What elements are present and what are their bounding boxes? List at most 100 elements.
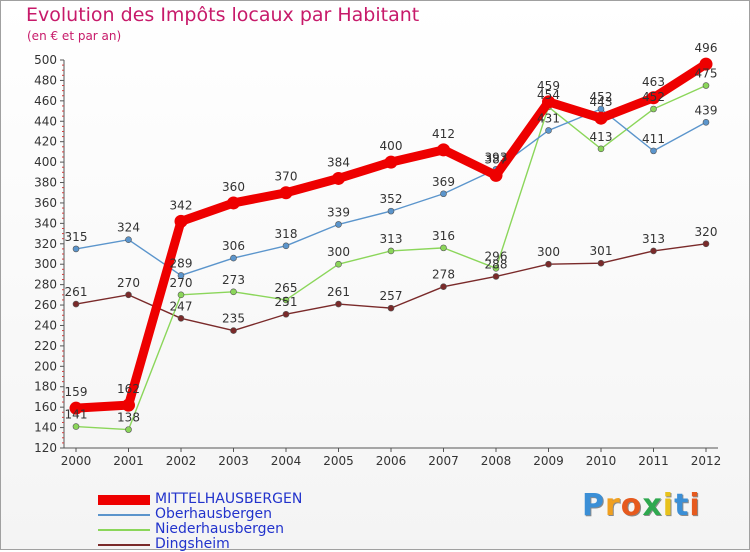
legend-swatch bbox=[98, 495, 150, 505]
data-point bbox=[702, 118, 710, 126]
data-point bbox=[545, 127, 552, 134]
data-label: 289 bbox=[170, 256, 193, 270]
data-label: 463 bbox=[642, 75, 665, 89]
y-tick-label: 400 bbox=[34, 155, 57, 169]
data-label: 270 bbox=[170, 276, 193, 290]
data-point bbox=[279, 186, 293, 200]
data-point bbox=[335, 300, 342, 308]
data-label: 278 bbox=[432, 268, 455, 282]
y-tick-label: 300 bbox=[34, 257, 57, 271]
data-point bbox=[597, 145, 605, 153]
series-layer bbox=[69, 57, 713, 433]
data-point bbox=[125, 291, 132, 299]
data-point bbox=[437, 143, 450, 157]
data-label: 411 bbox=[642, 132, 665, 146]
data-label: 320 bbox=[695, 225, 718, 239]
data-point bbox=[177, 315, 185, 322]
data-point bbox=[69, 401, 83, 415]
data-label: 387 bbox=[485, 152, 508, 166]
y-tick-label: 180 bbox=[34, 380, 57, 394]
y-tick-label: 160 bbox=[34, 400, 57, 414]
x-tick-label: 2005 bbox=[323, 454, 354, 468]
proxiti-logo: Proxiti bbox=[582, 488, 701, 523]
data-point bbox=[230, 327, 237, 334]
axes: 120 140 160 180 200 220 240 260 280 300 320 340 360 3… bbox=[34, 53, 721, 468]
y-tick-label: 380 bbox=[34, 176, 57, 190]
data-label: 162 bbox=[117, 382, 140, 396]
data-labels: 261 270 247 235 251 261 257 278 288 300 301 313 320 1… bbox=[65, 41, 718, 425]
data-point bbox=[387, 304, 395, 312]
data-label: 251 bbox=[275, 295, 298, 309]
y-tick-label: 360 bbox=[34, 196, 57, 210]
data-point bbox=[335, 221, 342, 228]
data-point bbox=[282, 242, 290, 250]
logo-letter: r bbox=[605, 488, 621, 523]
data-label: 452 bbox=[642, 90, 665, 104]
data-label: 313 bbox=[380, 232, 403, 246]
data-label: 360 bbox=[222, 180, 245, 194]
data-label: 300 bbox=[327, 245, 350, 259]
data-label: 439 bbox=[695, 103, 718, 117]
y-tick-label: 420 bbox=[34, 135, 57, 149]
data-point bbox=[282, 310, 290, 318]
data-label: 316 bbox=[432, 229, 455, 243]
legend-label: Niederhausbergen bbox=[155, 521, 284, 537]
y-tick-label: 120 bbox=[34, 441, 57, 455]
data-label: 431 bbox=[537, 111, 560, 125]
data-point bbox=[440, 244, 447, 252]
logo-letter: o bbox=[620, 488, 643, 523]
data-point bbox=[230, 254, 237, 262]
data-label: 454 bbox=[537, 88, 560, 102]
data-point bbox=[492, 264, 500, 272]
data-label: 315 bbox=[65, 230, 88, 244]
data-point bbox=[594, 111, 608, 125]
x-tick-label: 2012 bbox=[691, 454, 722, 468]
legend-label: Dingsheim bbox=[155, 536, 230, 552]
data-point bbox=[542, 95, 555, 109]
y-tick-label: 140 bbox=[34, 421, 57, 435]
data-label: 273 bbox=[222, 273, 245, 287]
x-tick-label: 2008 bbox=[481, 454, 512, 468]
data-label: 452 bbox=[590, 90, 613, 104]
data-label: 261 bbox=[65, 285, 88, 299]
x-tick-label: 2003 bbox=[218, 454, 249, 468]
data-label: 265 bbox=[275, 281, 298, 295]
data-label: 342 bbox=[170, 198, 193, 212]
data-point bbox=[72, 300, 80, 308]
legend-label: Oberhausbergen bbox=[155, 506, 273, 522]
data-label: 324 bbox=[117, 221, 140, 235]
data-point bbox=[440, 190, 447, 198]
data-label: 412 bbox=[432, 127, 455, 141]
y-tick-label: 500 bbox=[34, 53, 57, 67]
y-tick-label: 200 bbox=[34, 359, 57, 373]
data-point bbox=[384, 155, 398, 169]
data-label: 301 bbox=[590, 244, 613, 258]
data-point bbox=[177, 291, 185, 299]
y-tick-label: 320 bbox=[34, 237, 57, 251]
data-label: 235 bbox=[222, 312, 245, 326]
data-label: 459 bbox=[537, 79, 560, 93]
data-label: 300 bbox=[537, 245, 560, 259]
y-tick-label: 260 bbox=[34, 298, 57, 312]
data-label: 257 bbox=[380, 289, 403, 303]
data-label: 318 bbox=[275, 227, 298, 241]
x-tick-label: 2004 bbox=[271, 454, 302, 468]
legend-label: MITTELHAUSBERGEN bbox=[155, 491, 303, 507]
legend-swatch bbox=[98, 514, 150, 516]
data-point bbox=[702, 82, 710, 89]
y-tick-label: 240 bbox=[34, 318, 57, 332]
data-label: 138 bbox=[117, 411, 140, 425]
data-label: 247 bbox=[170, 299, 193, 313]
logo-letter: x bbox=[642, 488, 663, 523]
data-label: 496 bbox=[695, 41, 718, 55]
data-label: 339 bbox=[327, 205, 350, 219]
data-point bbox=[545, 260, 552, 268]
chart-title: Evolution des Impôts locaux par Habitant bbox=[26, 4, 420, 26]
data-label: 413 bbox=[590, 130, 613, 144]
data-point bbox=[332, 171, 345, 185]
data-point bbox=[650, 147, 657, 155]
x-tick-label: 2000 bbox=[61, 454, 92, 468]
data-point bbox=[650, 105, 657, 113]
